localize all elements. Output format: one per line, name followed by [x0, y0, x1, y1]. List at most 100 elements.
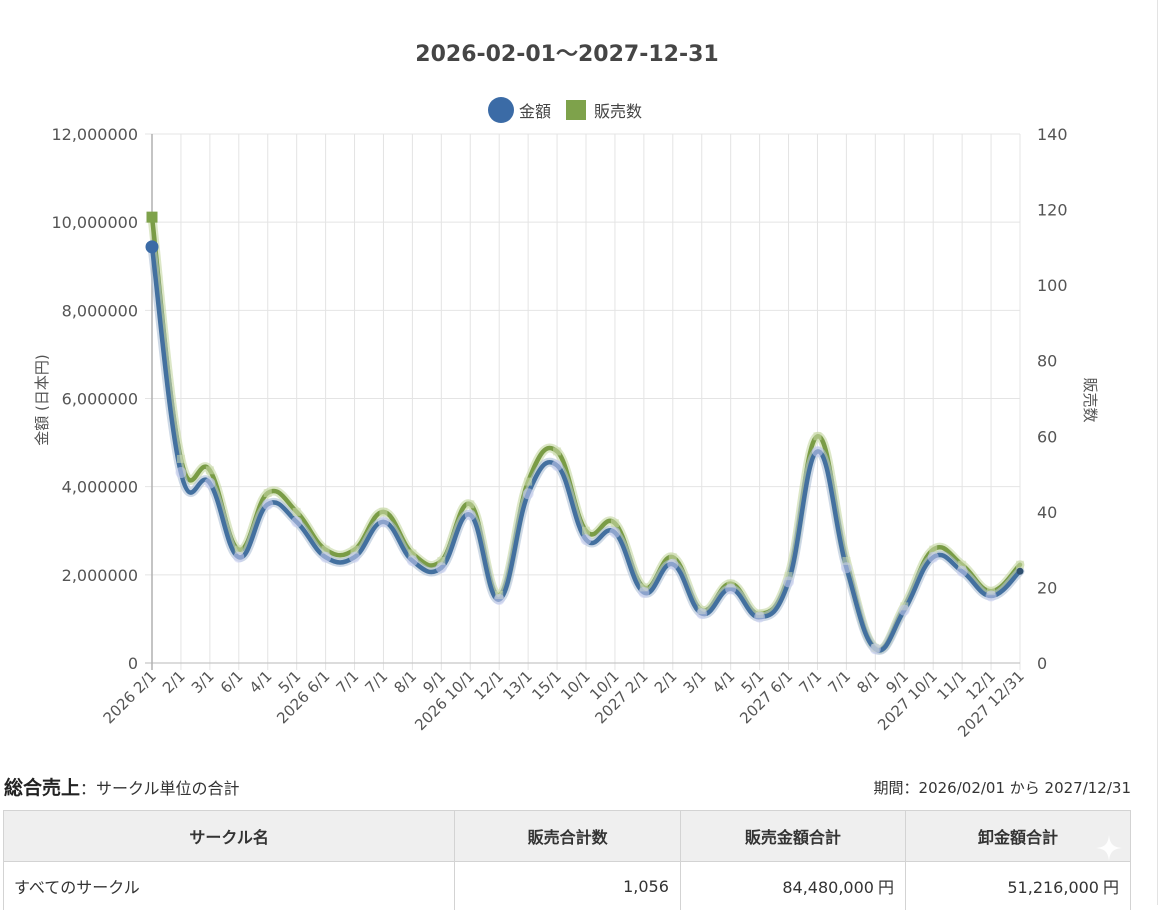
quantity-data-point	[466, 500, 475, 509]
legend-item-amount[interactable]: 金額	[487, 97, 551, 123]
quantity-data-point	[668, 553, 677, 562]
amount-data-point	[233, 551, 245, 563]
x-tick-label: 7/1	[824, 667, 854, 697]
amount-data-point	[898, 604, 910, 616]
legend-label-amount: 金額	[518, 102, 551, 121]
x-tick-label: 8/1	[390, 667, 420, 697]
sparkle-watermark-icon	[1096, 835, 1122, 861]
y-right-tick-label: 40	[1037, 503, 1057, 522]
legend-swatch-amount	[487, 97, 514, 123]
quantity-data-point	[524, 477, 533, 486]
x-tick-label: 13/1	[499, 667, 536, 704]
amount-data-point	[580, 534, 592, 546]
sales-line-chart: 0 2,000000 4,000000 6,000000 8,000000 10,0000…	[33, 125, 1099, 741]
column-header-circle-name: サークル名	[2, 810, 456, 862]
quantity-data-point	[234, 545, 243, 554]
x-tick-label: 8/1	[853, 667, 883, 697]
legend-item-quantity[interactable]: 販売数	[551, 98, 642, 122]
y-right-tick-label: 60	[1037, 427, 1057, 446]
table-header-row: サークル名 販売合計数 販売金額合計 卸金額合計	[2, 810, 1132, 862]
x-tick-label: 3/1	[188, 667, 218, 697]
amount-data-point	[609, 527, 621, 539]
amount-data-point	[638, 586, 650, 598]
quantity-data-point	[553, 447, 562, 456]
quantity-data-point	[292, 507, 301, 516]
amount-data-point	[696, 608, 708, 620]
y-right-tick-label: 0	[1037, 654, 1047, 673]
amount-data-point	[262, 498, 274, 510]
sales-amount-value: 84,480,000	[782, 878, 874, 897]
y-right-tick-label: 80	[1037, 352, 1057, 371]
quantity-data-point	[146, 211, 158, 223]
amount-data-point	[493, 594, 505, 606]
y-left-tick-label: 6,000000	[62, 390, 138, 409]
x-tick-label: 4/1	[709, 667, 739, 697]
quantity-data-point	[205, 466, 214, 475]
amount-data-point	[927, 551, 939, 563]
quantity-data-point	[437, 556, 446, 565]
column-header-total-count: 販売合計数	[454, 810, 681, 862]
amount-data-point	[464, 509, 476, 521]
amount-data-point	[522, 488, 534, 500]
y-right-tick-label: 120	[1037, 201, 1068, 220]
cell-wholesale-amount: 51,216,000 円	[904, 861, 1132, 910]
quantity-data-point	[263, 488, 272, 497]
quantity-data-point	[958, 560, 967, 569]
amount-data-point	[956, 565, 968, 577]
amount-data-point	[175, 467, 187, 479]
x-tick-label: 2026 2/1	[100, 667, 160, 727]
amount-data-point	[551, 460, 563, 472]
quantity-data-point	[929, 545, 938, 554]
table-body: すべてのサークル 1,056 84,480,000 円 51,216,000 円	[2, 861, 1132, 910]
totals-table: サークル名 販売合計数 販売金額合計 卸金額合計 すべてのサークル 1,056 …	[2, 810, 1132, 910]
amount-data-point	[291, 516, 303, 528]
quantity-data-point	[321, 545, 330, 554]
x-tick-label: 11/1	[933, 667, 970, 704]
amount-data-point	[725, 583, 737, 595]
x-tick-label: 15/1	[528, 667, 565, 704]
x-tick-label: 3/1	[680, 667, 710, 697]
x-tick-label: 4/1	[246, 667, 276, 697]
x-tick-label: 7/1	[333, 667, 363, 697]
cell-circle-name: すべてのサークル	[2, 861, 456, 910]
legend-swatch-quantity	[566, 100, 586, 120]
x-tick-label: 7/1	[795, 667, 825, 697]
amount-data-point	[783, 576, 795, 588]
amount-data-point	[204, 477, 216, 489]
amount-data-point	[320, 551, 332, 563]
chart-legend: 金額 販売数	[0, 97, 1130, 123]
quantity-data-point	[813, 432, 822, 441]
y-left-axis-title: 金額 (日本円)	[33, 354, 51, 445]
table-row: すべてのサークル 1,056 84,480,000 円 51,216,000 円	[2, 861, 1132, 910]
cell-total-count: 1,056	[454, 861, 681, 910]
y-right-tick-label: 100	[1037, 276, 1068, 295]
x-tick-label: 2/1	[159, 667, 189, 697]
chart-title: 2026-02-01〜2027-12-31	[415, 42, 719, 67]
table-header: サークル名 販売合計数 販売金額合計 卸金額合計	[2, 810, 1132, 862]
y-left-tick-label: 12,000000	[51, 125, 138, 144]
chart-axes	[145, 134, 1020, 670]
quantity-data-point	[176, 454, 185, 463]
y-left-tick-label: 10,000000	[51, 213, 138, 232]
amount-data-point	[869, 643, 881, 655]
quantity-data-point	[784, 572, 793, 581]
cell-sales-amount: 84,480,000 円	[679, 861, 906, 910]
sparkle-shape	[1096, 835, 1122, 861]
amount-data-point	[406, 555, 418, 567]
x-tick-label: 10/1	[557, 667, 594, 704]
y-right-tick-label: 20	[1037, 578, 1057, 597]
x-tick-label: 2/1	[651, 667, 681, 697]
chart-axis-labels: 0 2,000000 4,000000 6,000000 8,000000 10,0000…	[33, 125, 1099, 741]
quantity-data-point	[582, 526, 590, 535]
column-header-sales-amount: 販売金額合計	[679, 810, 906, 862]
quantity-data-point	[842, 556, 851, 565]
amount-data-point	[377, 516, 389, 528]
y-left-tick-label: 4,000000	[62, 478, 138, 497]
amount-data-point	[667, 558, 679, 570]
quantity-data-point	[379, 507, 388, 516]
y-left-tick-label: 0	[128, 654, 138, 673]
sales-amount-unit: 円	[877, 878, 894, 897]
y-right-axis-title: 販売数	[1081, 377, 1099, 422]
summary-title: 総合売上	[4, 777, 81, 799]
y-right-tick-label: 140	[1037, 125, 1068, 144]
